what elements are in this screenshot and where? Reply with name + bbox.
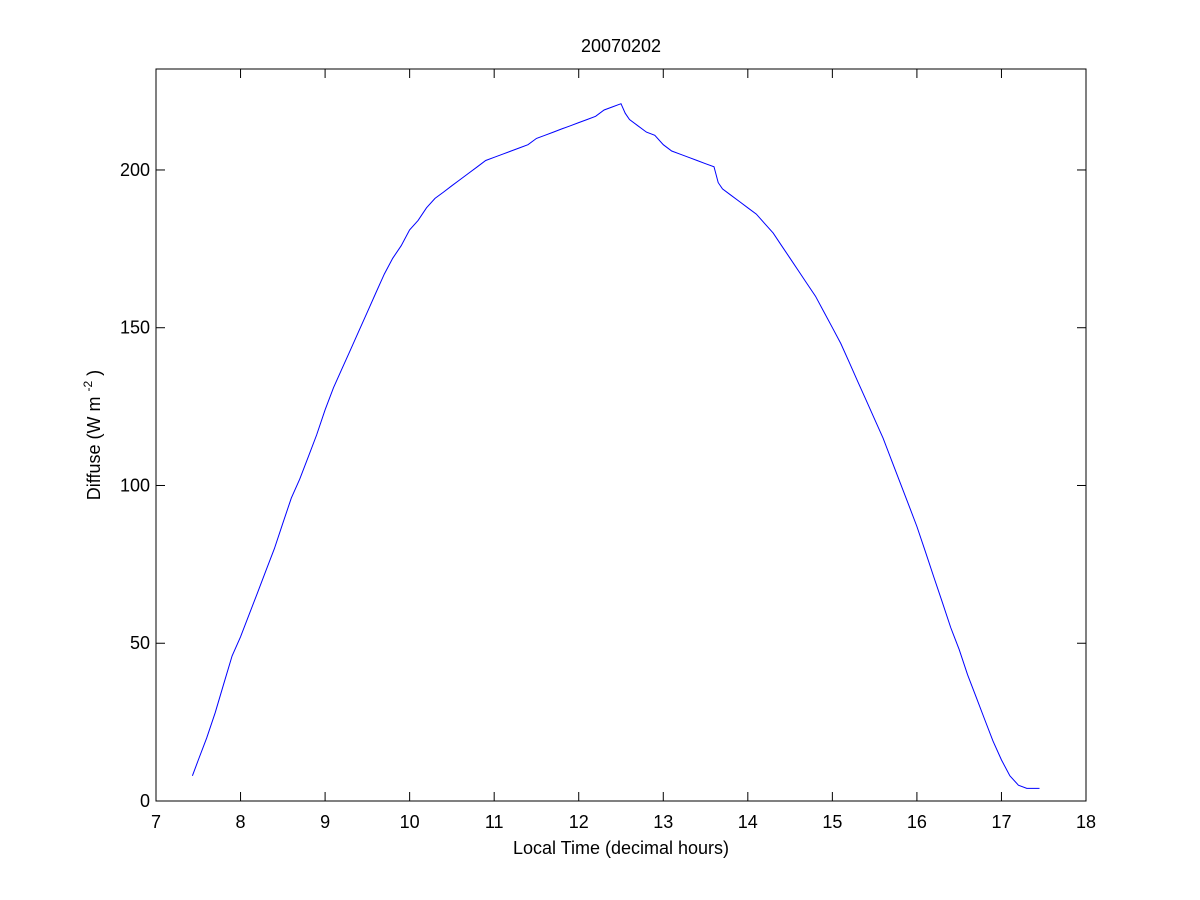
axis-ticks xyxy=(155,69,1087,802)
x-tick-label: 12 xyxy=(569,812,589,832)
y-axis-label-main: Diffuse (W m xyxy=(84,397,104,501)
x-axis-label: Local Time (decimal hours) xyxy=(513,838,729,858)
x-tick-label: 17 xyxy=(991,812,1011,832)
x-tick-label: 13 xyxy=(653,812,673,832)
x-tick-label: 7 xyxy=(151,812,161,832)
y-axis-label-close: ) xyxy=(84,370,104,376)
x-tick-label: 14 xyxy=(738,812,758,832)
x-tick-label: 15 xyxy=(822,812,842,832)
x-tick-label: 9 xyxy=(320,812,330,832)
x-tick-label: 18 xyxy=(1076,812,1096,832)
y-axis-label: Diffuse (W m -2 ) xyxy=(76,370,104,500)
series-line xyxy=(191,103,1040,789)
y-tick-label: 150 xyxy=(120,318,150,338)
x-tick-label: 8 xyxy=(236,812,246,832)
plot-area xyxy=(155,68,1087,802)
y-axis-label-superscript: -2 xyxy=(81,380,95,391)
y-tick-label: 0 xyxy=(140,791,150,811)
y-tick-label: 50 xyxy=(130,633,150,653)
y-tick-label: 100 xyxy=(120,475,150,495)
chart-title: 20070202 xyxy=(581,36,661,56)
tick-labels: 7 8 9 10 11 12 13 14 15 16 17 18 0 50 100 150 200 xyxy=(120,160,1096,832)
x-tick-label: 11 xyxy=(485,812,504,832)
x-tick-label: 16 xyxy=(907,812,927,832)
y-tick-label: 200 xyxy=(120,160,150,180)
x-tick-label: 10 xyxy=(400,812,420,832)
